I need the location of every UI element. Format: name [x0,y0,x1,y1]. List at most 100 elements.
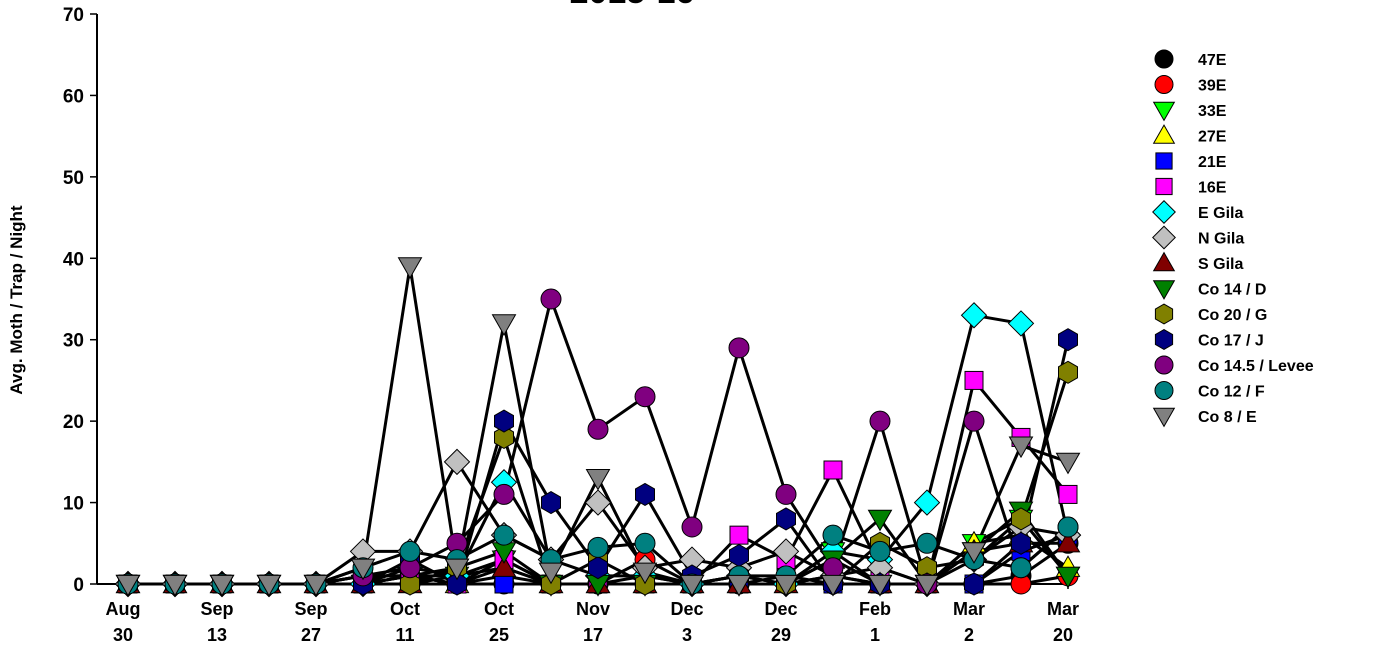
data-point [635,482,655,506]
legend-label: 16E [1198,180,1227,197]
data-point [960,302,988,329]
data-point [493,524,515,546]
legend-marker [1152,251,1176,272]
y-tick-label: 30 [63,331,84,352]
data-point [587,418,609,440]
legend-marker [1154,49,1174,69]
legend-marker [1152,101,1176,122]
data-point [822,557,844,579]
x-tick-label-day: 11 [395,625,414,645]
data-point [1055,566,1081,589]
data-point [494,409,514,433]
data-point [867,509,893,532]
data-point [963,410,985,432]
data-point [869,540,891,562]
x-tick-label-month: Oct [484,599,514,619]
data-point [493,483,515,505]
data-point [303,574,329,597]
legend-marker [1152,124,1176,144]
x-tick-label-day: 2 [964,625,974,645]
data-point [1011,531,1031,555]
data-point [399,540,421,562]
data-point [1008,436,1034,459]
data-point [681,516,703,538]
x-tick-label-month: Sep [294,599,327,619]
data-point [776,507,796,531]
legend-label: 27E [1198,129,1227,146]
data-point [1058,360,1078,384]
legend: 47E 39E 33E 27E 21E 16E E Gila N Gila S Gila Co 1… [1152,49,1314,428]
x-tick-label-day: 1 [870,625,880,645]
x-tick-label-day: 27 [301,625,321,645]
legend-marker [1152,280,1176,300]
legend-marker [1155,152,1173,170]
data-point [729,525,749,545]
y-tick-label: 50 [63,168,84,189]
x-tick-label-month: Feb [859,599,891,619]
data-point [494,425,514,449]
data-point [443,448,471,476]
legend-marker [1154,75,1174,94]
data-point [728,337,750,359]
data-point [729,543,749,568]
y-tick-label: 60 [63,86,84,107]
legend-label: 21E [1198,154,1227,171]
legend-label: Co 12 / F [1198,384,1265,401]
data-point [914,574,940,597]
data-point [772,538,800,565]
legend-label: Co 17 / J [1198,333,1264,350]
data-point [869,410,891,432]
data-point [822,524,844,546]
data-point [775,483,797,505]
y-tick-label: 20 [63,412,84,433]
axes: 010203040506070Aug30Sep13Sep27Oct11Oct25… [63,5,1079,645]
data-point [162,574,188,597]
data-point [1058,484,1078,504]
data-point [1011,507,1031,531]
data-point [491,314,517,336]
data-point [913,489,941,516]
legend-label: N Gila [1198,231,1244,248]
legend-marker [1154,303,1174,325]
chart-title: 2015-16 [570,0,695,11]
data-point [726,574,752,597]
y-tick-label: 40 [63,249,84,270]
data-point [1055,452,1081,475]
data-point [256,574,282,597]
legend-marker [1152,200,1176,224]
data-point [823,460,843,480]
data-point [587,536,609,558]
legend-label: 33E [1198,103,1227,120]
data-point [632,562,658,585]
legend-label: Co 14.5 / Levee [1198,358,1314,375]
y-tick-label: 0 [73,575,84,596]
data-point [541,491,561,515]
legend-marker [1152,407,1176,428]
data-point [1058,328,1078,352]
x-tick-label-month: Nov [576,599,610,619]
data-point [447,572,467,596]
data-point [350,558,376,581]
legend-marker [1154,329,1174,350]
data-point [961,542,987,564]
x-tick-label-month: Oct [390,599,420,619]
x-tick-label-day: 20 [1053,625,1073,645]
legend-marker [1154,381,1174,400]
data-point [538,562,564,585]
legend-marker [1154,355,1174,375]
series-markers [114,257,1082,598]
x-tick-label-day: 13 [207,625,227,645]
legend-marker [1155,177,1173,196]
legend-label: Co 8 / E [1198,409,1257,426]
data-point [867,574,893,597]
data-point [540,288,562,310]
data-point [679,574,705,597]
y-tick-label: 10 [63,494,84,515]
legend-label: S Gila [1198,256,1243,273]
x-tick-label-month: Mar [1047,599,1079,619]
data-point [209,574,235,597]
y-tick-label: 70 [63,5,84,26]
x-tick-label-day: 3 [682,625,692,645]
data-point [584,489,612,516]
data-point [1055,530,1081,553]
